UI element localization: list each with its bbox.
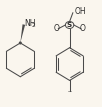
Text: 2: 2 bbox=[31, 23, 35, 28]
Text: S: S bbox=[67, 22, 72, 28]
Circle shape bbox=[19, 42, 21, 44]
Text: NH: NH bbox=[24, 19, 36, 28]
Polygon shape bbox=[20, 24, 25, 43]
Text: O: O bbox=[54, 24, 59, 33]
Ellipse shape bbox=[65, 22, 74, 28]
Text: OH: OH bbox=[75, 7, 86, 16]
Text: O: O bbox=[80, 24, 86, 33]
